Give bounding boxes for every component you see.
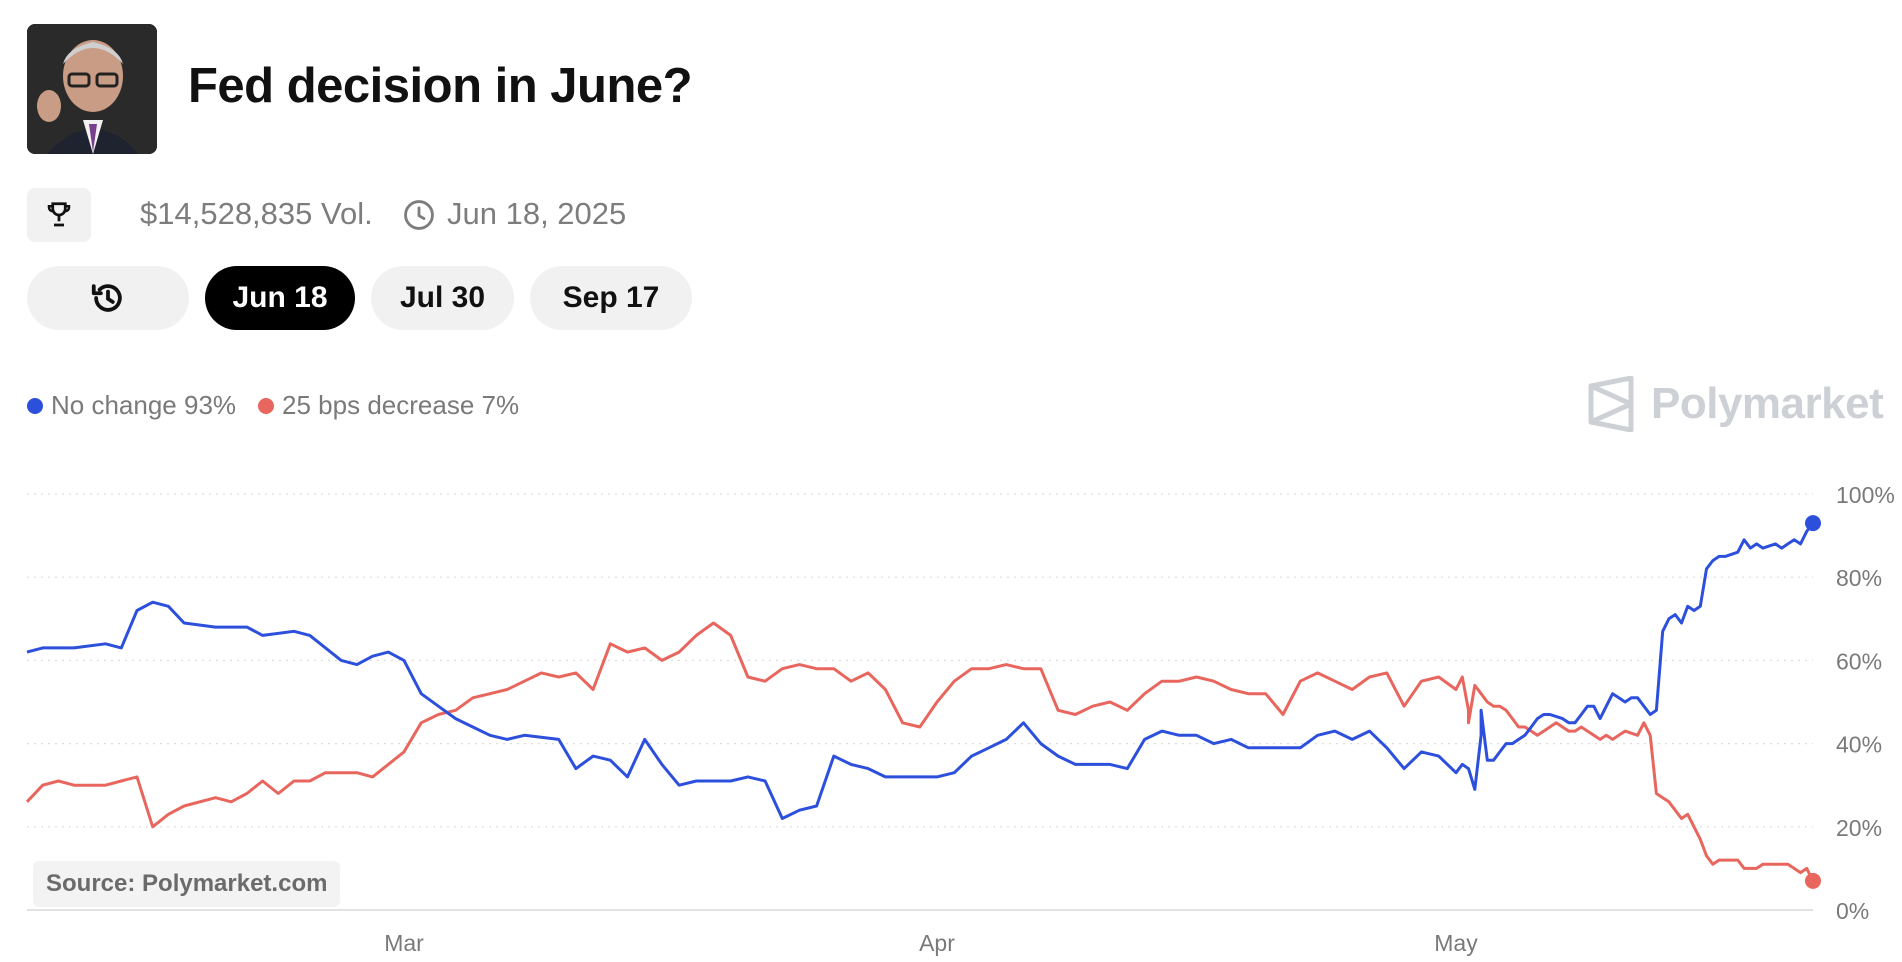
- x-tick-label: Apr: [919, 930, 955, 956]
- source-label: Source: Polymarket.com: [33, 861, 341, 907]
- tab-jun-18[interactable]: Jun 18: [205, 266, 355, 330]
- series-end-point-no-change[interactable]: [1805, 515, 1821, 532]
- y-tick-label: 60%: [1836, 648, 1882, 674]
- y-tick-label: 40%: [1836, 732, 1882, 758]
- chart-legend: No change 93% 25 bps decrease 7%: [27, 390, 541, 421]
- brand-name: Polymarket: [1651, 379, 1884, 428]
- x-tick-label: Mar: [384, 930, 424, 956]
- page-title: Fed decision in June?: [188, 59, 693, 113]
- x-tick-label: May: [1434, 930, 1478, 956]
- legend-dot-blue: [27, 397, 43, 414]
- legend-dot-red: [258, 397, 275, 414]
- trophy-button[interactable]: [27, 188, 91, 242]
- clock-icon: [404, 200, 434, 230]
- polymarket-logo-icon: [1588, 376, 1634, 432]
- y-tick-label: 0%: [1836, 898, 1869, 924]
- volume-text: $14,528,835 Vol.: [140, 196, 373, 231]
- y-tick-label: 80%: [1836, 565, 1882, 591]
- trophy-icon: [47, 202, 71, 227]
- series-end-point-25-bps-decrease[interactable]: [1805, 872, 1821, 889]
- legend-item-no-change: No change 93%: [27, 390, 236, 421]
- series-line-25-bps-decrease[interactable]: [25, 621, 1815, 882]
- tab-sep-17[interactable]: Sep 17: [530, 266, 692, 330]
- market-avatar: [27, 24, 157, 154]
- legend-label-decrease: 25 bps decrease 7%: [282, 390, 520, 420]
- polymarket-watermark: Polymarket: [1587, 376, 1884, 432]
- end-date-text: Jun 18, 2025: [447, 196, 627, 231]
- history-button[interactable]: [27, 266, 189, 330]
- y-tick-label: 20%: [1836, 815, 1882, 841]
- tab-jul-30[interactable]: Jul 30: [371, 266, 514, 330]
- legend-item-decrease: 25 bps decrease 7%: [258, 390, 519, 421]
- legend-label-no-change: No change 93%: [51, 390, 237, 420]
- y-tick-label: 100%: [1836, 482, 1895, 508]
- series-line-no-change[interactable]: [26, 522, 1815, 820]
- history-icon: [91, 284, 122, 312]
- portrait-image: [27, 24, 157, 154]
